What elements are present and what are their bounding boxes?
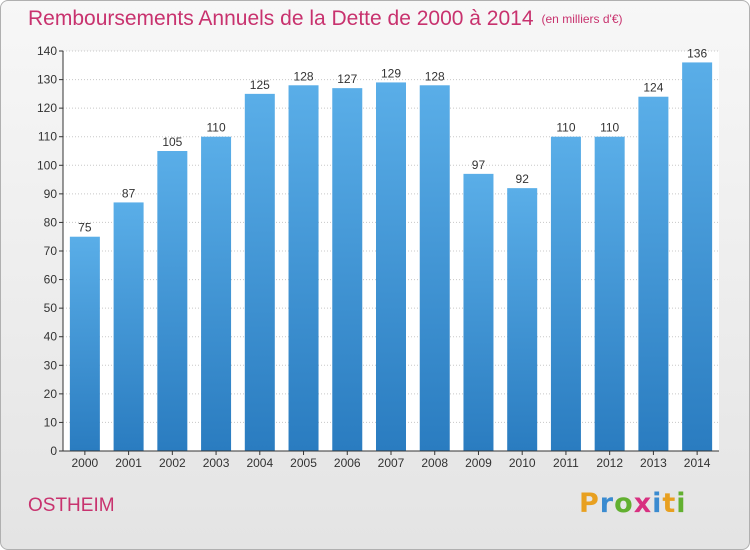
bar — [69, 236, 100, 451]
commune-name: OSTHEIM — [28, 495, 115, 516]
bar — [332, 88, 363, 452]
data-label: 125 — [250, 78, 270, 92]
bar — [201, 136, 232, 451]
data-label: 75 — [78, 221, 92, 235]
data-label: 127 — [337, 72, 357, 86]
bar — [638, 96, 669, 451]
data-label: 128 — [425, 69, 445, 83]
y-tick-label: 40 — [44, 330, 58, 344]
x-tick-label: 2013 — [640, 456, 667, 470]
y-tick-label: 0 — [50, 444, 57, 458]
x-tick-label: 2002 — [159, 456, 186, 470]
y-tick-label: 140 — [37, 44, 57, 58]
bar — [376, 82, 406, 451]
data-label: 136 — [687, 46, 707, 60]
x-tick-label: 2011 — [553, 456, 579, 470]
x-tick-label: 2006 — [334, 456, 361, 470]
bar — [113, 202, 144, 451]
x-tick-label: 2001 — [115, 456, 142, 470]
y-tick-label: 20 — [44, 387, 58, 401]
x-tick-label: 2007 — [378, 456, 405, 470]
data-label: 110 — [600, 121, 619, 135]
y-tick-label: 130 — [37, 73, 57, 87]
x-tick-label: 2005 — [290, 456, 317, 470]
data-label: 105 — [162, 135, 182, 149]
bar — [244, 93, 275, 451]
y-tick-label: 90 — [44, 187, 58, 201]
chart-subtitle: (en milliers d'€) — [541, 12, 623, 26]
y-tick-label: 110 — [38, 130, 57, 144]
x-tick-label: 2009 — [465, 456, 492, 470]
bar — [463, 173, 494, 451]
x-tick-label: 2012 — [596, 456, 623, 470]
bar — [682, 62, 713, 452]
data-label: 92 — [516, 172, 530, 186]
y-tick-label: 120 — [37, 101, 57, 115]
bar — [507, 188, 538, 451]
x-tick-label: 2004 — [246, 456, 273, 470]
bar — [550, 136, 581, 451]
data-label: 110 — [556, 121, 575, 135]
y-tick-label: 50 — [44, 301, 58, 315]
y-tick-label: 70 — [44, 244, 58, 258]
x-tick-label: 2008 — [421, 456, 448, 470]
x-tick-label: 2014 — [684, 456, 711, 470]
y-tick-label: 10 — [44, 415, 58, 429]
data-label: 110 — [206, 121, 225, 135]
data-label: 128 — [294, 69, 314, 83]
bar — [419, 85, 450, 452]
y-tick-label: 100 — [37, 158, 57, 172]
y-tick-label: 60 — [44, 273, 58, 287]
bar — [594, 136, 625, 451]
y-tick-label: 30 — [44, 358, 58, 372]
y-tick-label: 80 — [44, 215, 58, 229]
data-label: 124 — [643, 81, 663, 95]
data-label: 129 — [381, 66, 401, 80]
data-label: 97 — [472, 158, 486, 172]
x-tick-label: 2000 — [72, 456, 99, 470]
x-tick-label: 2003 — [203, 456, 230, 470]
x-tick-label: 2010 — [509, 456, 536, 470]
bar — [288, 85, 319, 452]
chart-title: Remboursements Annuels de la Dette de 20… — [28, 7, 623, 30]
bar — [157, 151, 188, 451]
proxiti-logo: Proxiti — [579, 488, 687, 519]
data-label: 87 — [122, 186, 136, 200]
